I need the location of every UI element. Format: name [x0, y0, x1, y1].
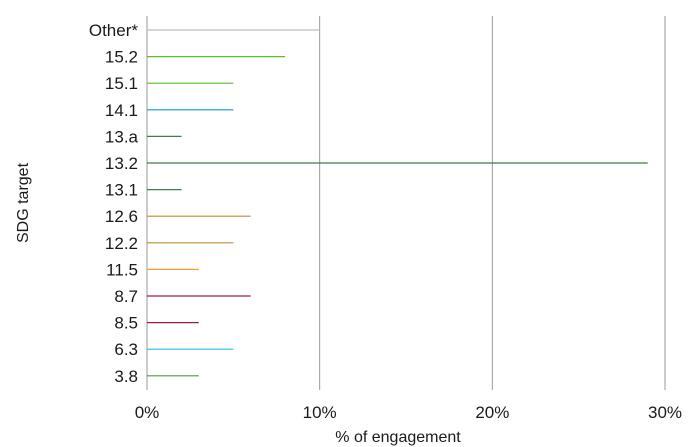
y-tick-labels: Other* 15.2 15.1 14.1 13.a 13.2 13.1 12.6 12.2 11…: [89, 21, 139, 386]
y-tick-label: 12.6: [105, 207, 138, 226]
y-tick-label: 13.1: [105, 181, 138, 200]
gridlines: [319, 16, 666, 390]
x-tick-label: 10%: [303, 403, 337, 422]
y-tick-label: 15.2: [105, 48, 138, 67]
y-tick-label: 3.8: [114, 367, 138, 386]
x-tick-label: 0%: [135, 403, 160, 422]
y-tick-label: 14.1: [105, 101, 138, 120]
y-tick-label: 8.7: [114, 287, 138, 306]
x-tick-label: 30%: [648, 403, 682, 422]
y-tick-label: 6.3: [114, 340, 138, 359]
y-tick-label: 15.1: [105, 74, 138, 93]
y-axis-title: SDG target: [15, 162, 32, 243]
y-tick-label: 13.a: [105, 127, 139, 146]
bars-group: [147, 29, 648, 377]
y-tick-label: 12.2: [105, 234, 138, 253]
y-tick-label: 13.2: [105, 154, 138, 173]
x-tick-labels: 0% 10% 20% 30%: [135, 403, 682, 422]
x-axis-title: % of engagement: [335, 429, 461, 446]
y-tick-label: 8.5: [114, 314, 138, 333]
x-tick-label: 20%: [475, 403, 509, 422]
y-tick-label: 11.5: [106, 260, 138, 279]
y-tick-label: Other*: [89, 21, 139, 40]
